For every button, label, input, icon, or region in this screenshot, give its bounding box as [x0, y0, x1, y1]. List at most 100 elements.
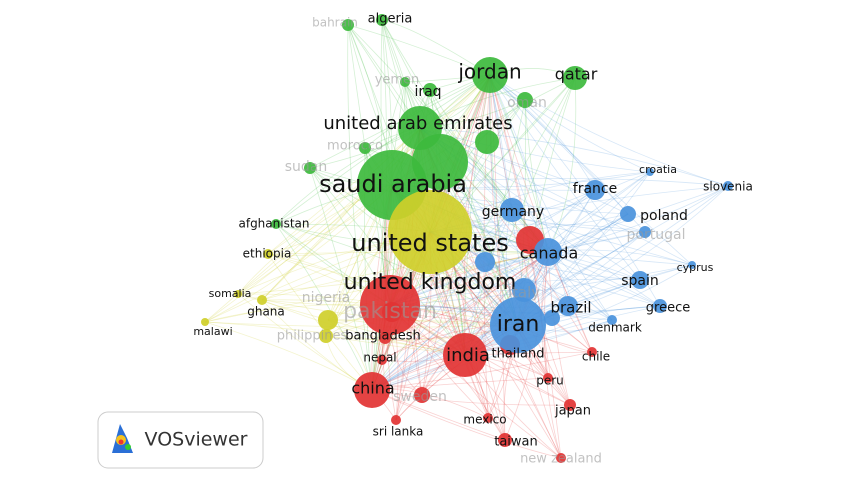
node-label: qatar: [555, 65, 598, 84]
node-label: taiwan: [494, 435, 538, 450]
node-label: brazil: [550, 299, 591, 317]
node-label: slovenia: [703, 180, 753, 194]
edge: [419, 127, 729, 187]
node-circle: [587, 347, 597, 357]
edge: [421, 251, 549, 396]
node-circle: [201, 318, 209, 326]
edge: [489, 74, 519, 326]
node-circle: [359, 142, 371, 154]
node-label: malawi: [193, 325, 232, 338]
node-label: united states: [351, 229, 508, 257]
edge: [327, 127, 421, 321]
node-label: japan: [554, 404, 591, 419]
node-label: thailand: [492, 347, 545, 362]
edge: [371, 389, 571, 406]
edge: [504, 251, 549, 441]
edge: [524, 99, 549, 253]
edge: [309, 167, 373, 391]
edge: [483, 74, 491, 419]
edge: [371, 251, 549, 391]
node-label: spain: [621, 273, 659, 289]
edge: [547, 251, 571, 406]
edge: [489, 74, 562, 459]
logo-icon-dot: [125, 444, 131, 450]
edge: [389, 171, 651, 306]
node-label: china: [351, 379, 394, 398]
node-circle: [271, 219, 281, 229]
edge: [429, 89, 519, 326]
node-label: algeria: [368, 12, 413, 27]
node-label: iraq: [414, 84, 441, 100]
node-label: ghana: [247, 305, 285, 319]
edge: [463, 74, 491, 356]
edge: [547, 249, 693, 266]
logo-icon-dot: [118, 439, 124, 445]
node-circle: [544, 310, 560, 326]
node-circle: [517, 92, 533, 108]
node-circle: [379, 332, 391, 344]
edge: [204, 74, 491, 323]
node-circle: [376, 14, 388, 26]
node-label: greece: [646, 301, 690, 316]
logo[interactable]: VOSviewer: [97, 411, 264, 469]
node-circle: [512, 278, 536, 302]
node-circle: [483, 413, 493, 423]
edge: [325, 251, 549, 337]
node-circle: [607, 315, 617, 325]
edge: [489, 74, 506, 441]
node-label: sri lanka: [373, 425, 424, 439]
node-label: peru: [536, 374, 564, 388]
edge: [371, 171, 651, 391]
node-circle: [234, 290, 242, 298]
node-circle: [564, 399, 576, 411]
node-circle: [498, 433, 512, 447]
node-circle: [558, 296, 578, 316]
edge: [327, 251, 549, 321]
edge: [489, 74, 593, 353]
edge: [464, 264, 693, 356]
edge: [389, 185, 729, 306]
edge: [489, 74, 525, 291]
node-label: ethiopia: [243, 247, 292, 261]
node-circle: [620, 206, 636, 222]
node-circle: [688, 261, 696, 269]
node-circle: [398, 106, 442, 150]
node-label: sweden: [393, 389, 447, 405]
node-label: united kingdom: [344, 270, 517, 295]
edge: [309, 167, 466, 356]
node-circle: [475, 252, 495, 272]
node-label: somalia: [209, 287, 252, 300]
logo-text: VOSviewer: [145, 429, 248, 451]
node-circle: [354, 372, 390, 408]
edge: [204, 321, 466, 356]
node-circle: [723, 181, 733, 191]
edge: [347, 24, 549, 253]
node-label: nepal: [363, 351, 396, 365]
edge: [261, 127, 421, 301]
edge: [547, 185, 729, 253]
edge: [489, 74, 641, 281]
node-circle: [414, 387, 430, 403]
edge: [547, 77, 577, 253]
edge: [267, 127, 421, 255]
node-label: italy: [508, 284, 540, 302]
edge: [389, 99, 526, 306]
node-label: pakistan: [343, 299, 437, 324]
edge: [325, 127, 421, 337]
edge: [261, 299, 466, 356]
edge: [464, 74, 491, 356]
edge: [489, 74, 519, 326]
edge: [464, 99, 526, 356]
edge: [204, 321, 519, 328]
node-circle: [257, 295, 267, 305]
edge: [371, 209, 513, 391]
edge: [489, 74, 596, 191]
edge: [381, 251, 549, 361]
node-label: iran: [497, 312, 540, 337]
node-label: poland: [640, 208, 688, 224]
node-label: nigeria: [302, 290, 351, 306]
node-label: bahrain: [312, 16, 358, 30]
edge: [489, 74, 729, 187]
node-circle: [423, 83, 437, 97]
